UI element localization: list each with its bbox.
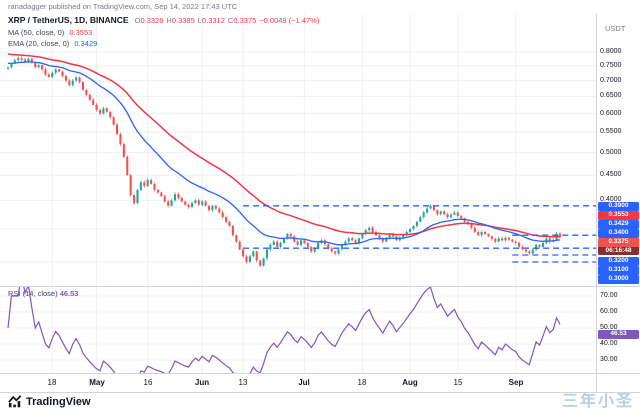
time-axis-label: May bbox=[89, 378, 105, 387]
price-axis-tick: 0.4500 bbox=[600, 171, 622, 178]
candle-countdown-timer: 06:16:48 bbox=[598, 246, 639, 255]
level-badge-3100: 0.3100 bbox=[598, 266, 639, 275]
rsi-line bbox=[7, 287, 561, 373]
ohlc-open: O0.3326 bbox=[134, 16, 164, 25]
watermark-text: 三年小圣 bbox=[561, 393, 634, 410]
tradingview-logo-icon bbox=[8, 395, 22, 408]
price-axis-tick: 0.6000 bbox=[600, 110, 622, 117]
price-axis-tick: 0.8000 bbox=[600, 48, 622, 55]
price-change: −0.0049 (−1.47%) bbox=[259, 16, 320, 25]
rsi-legend-row[interactable]: RSI (14, close) 46.53 bbox=[8, 289, 78, 298]
rsi-value: 46.53 bbox=[59, 289, 79, 298]
price-axis-tick: 0.5500 bbox=[600, 128, 622, 135]
time-axis-label: 13 bbox=[238, 378, 248, 387]
grid-lines bbox=[0, 14, 596, 373]
ema-label: EMA (20, close, 0) bbox=[8, 39, 70, 48]
rsi-pane bbox=[7, 287, 561, 373]
ma-legend-row[interactable]: MA (50, close, 0) 0.3553 bbox=[8, 28, 319, 39]
price-axis-tick: 0.5000 bbox=[600, 149, 622, 156]
tradingview-wordmark: TradingView bbox=[26, 396, 91, 408]
last-price-value: 0.3375 bbox=[598, 238, 639, 247]
candlestick-series bbox=[6, 53, 596, 267]
ohlc-high: H0.3385 bbox=[166, 16, 195, 25]
last-price-badge: 0.3375 06:16:48 bbox=[598, 238, 639, 255]
price-axis-tick: 0.7000 bbox=[600, 77, 622, 84]
rsi-axis-tick: 40.00 bbox=[600, 340, 618, 347]
time-axis-label: Sep bbox=[508, 378, 524, 387]
level-badge-3400: 0.3400 bbox=[598, 229, 639, 238]
rsi-axis-tick: 30.00 bbox=[600, 356, 618, 363]
ema-price-badge: 0.3429 bbox=[598, 220, 639, 229]
ema-20-line bbox=[8, 61, 561, 246]
ma-value: 0.3553 bbox=[69, 27, 93, 37]
time-axis-label: 18 bbox=[47, 378, 57, 387]
time-axis-label: Aug bbox=[402, 378, 418, 387]
ohlc-close: C0.3375 bbox=[227, 16, 257, 25]
rsi-label: RSI (14, close) bbox=[8, 289, 58, 298]
ohlc-low: L0.3312 bbox=[197, 16, 225, 25]
time-axis-label: 18 bbox=[357, 378, 367, 387]
symbol-title: XRP / TetherUS, 1D, BINANCE bbox=[8, 15, 129, 25]
rsi-value-badge: 46.53 bbox=[598, 330, 639, 339]
ma-price-badge: 0.3553 bbox=[598, 211, 639, 220]
ma-50-line bbox=[7, 53, 561, 238]
price-axis-tick: 0.4000 bbox=[600, 196, 622, 203]
price-axis-tick: 0.7500 bbox=[600, 62, 622, 69]
price-axis-tick: 0.6500 bbox=[600, 92, 622, 99]
ema-legend-row[interactable]: EMA (20, close, 0) 0.3429 bbox=[8, 39, 319, 50]
rsi-axis-tick: 60.00 bbox=[600, 308, 618, 315]
time-axis-label: 16 bbox=[143, 378, 153, 387]
chart-legend: XRP / TetherUS, 1D, BINANCE O0.3326 H0.3… bbox=[8, 15, 319, 50]
ema-value: 0.3429 bbox=[74, 39, 98, 48]
time-axis-label: 15 bbox=[453, 378, 463, 387]
rsi-axis-tick: 50.00 bbox=[600, 324, 618, 331]
time-axis[interactable] bbox=[0, 374, 596, 392]
tradingview-logo[interactable]: TradingView bbox=[8, 395, 91, 409]
time-axis-label: Jul bbox=[298, 378, 310, 387]
price-axis[interactable] bbox=[596, 14, 640, 374]
level-badge-3200: 0.3200 bbox=[598, 257, 639, 266]
publish-info: ranadagger published on TradingView.com,… bbox=[8, 2, 238, 11]
rsi-axis-tick: 70.00 bbox=[600, 292, 618, 299]
time-axis-label: Jun bbox=[194, 378, 210, 387]
level-badge-3900: 0.3900 bbox=[598, 202, 639, 211]
quote-currency-label: USDT bbox=[605, 24, 626, 33]
level-badge-3000: 0.3000 bbox=[598, 275, 639, 284]
symbol-legend-row[interactable]: XRP / TetherUS, 1D, BINANCE O0.3326 H0.3… bbox=[8, 15, 319, 27]
ma-label: MA (50, close, 0) bbox=[8, 27, 65, 37]
